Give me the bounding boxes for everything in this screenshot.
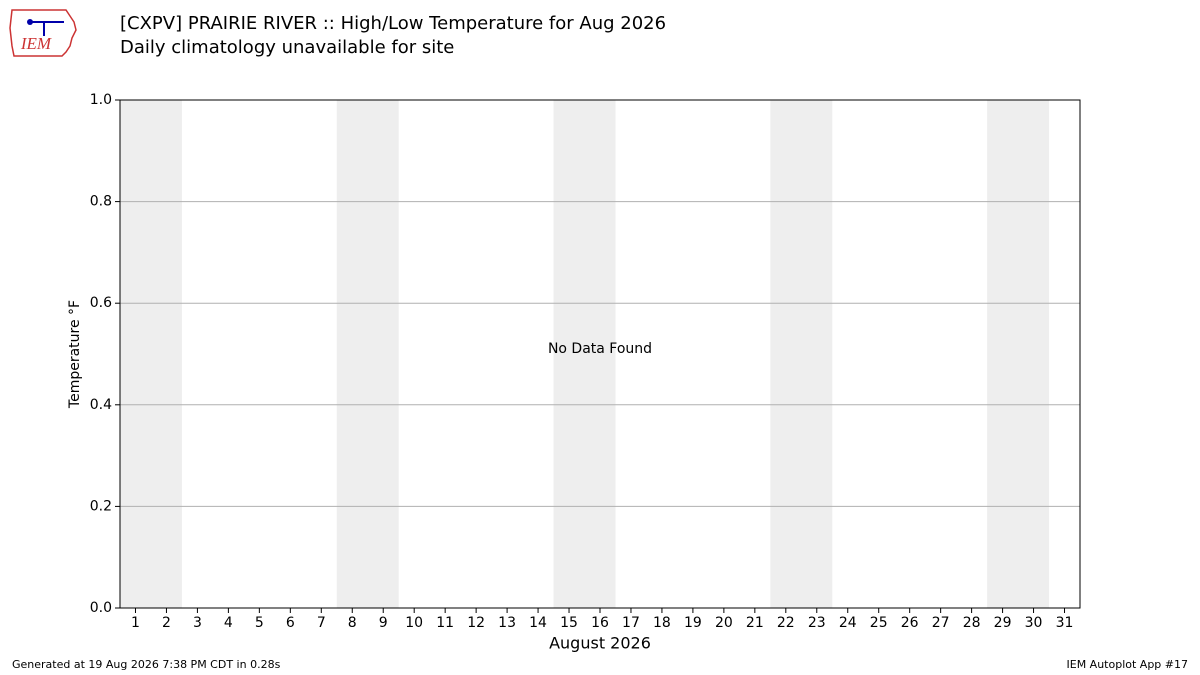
x-tick-label: 24 <box>839 615 857 631</box>
x-tick-label: 2 <box>162 615 171 631</box>
y-tick-label: 0.2 <box>90 498 112 514</box>
plot-frame <box>119 99 1081 609</box>
x-tick-label: 14 <box>529 615 547 631</box>
x-tick-label: 8 <box>348 615 357 631</box>
weekend-shade <box>336 100 399 608</box>
x-tick-label: 13 <box>498 615 516 631</box>
x-tick-label: 5 <box>255 615 264 631</box>
x-tick-label: 19 <box>684 615 702 631</box>
y-tick-label: 0.6 <box>90 295 112 311</box>
weekend-shade <box>553 100 616 608</box>
x-tick-label: 30 <box>1025 615 1043 631</box>
x-tick-label: 22 <box>777 615 795 631</box>
weekend-shade <box>770 100 833 608</box>
x-tick-label: 25 <box>870 615 888 631</box>
x-tick-label: 23 <box>808 615 826 631</box>
annotation: No Data Found <box>548 341 652 357</box>
x-tick-label: 17 <box>622 615 640 631</box>
x-tick-label: 3 <box>193 615 202 631</box>
footer-right: IEM Autoplot App #17 <box>1067 658 1189 671</box>
x-tick-label: 7 <box>317 615 326 631</box>
x-tick-label: 12 <box>467 615 485 631</box>
y-tick-label: 0.0 <box>90 600 112 616</box>
chart-title: [CXPV] PRAIRIE RIVER :: High/Low Tempera… <box>120 13 666 34</box>
chart-subtitle: Daily climatology unavailable for site <box>120 37 454 58</box>
weekend-shade <box>987 100 1050 608</box>
y-tick-label: 0.4 <box>90 397 112 413</box>
x-tick-label: 18 <box>653 615 671 631</box>
logo: IEM <box>9 9 77 57</box>
logo-text: IEM <box>20 34 52 53</box>
x-tick-label: 10 <box>405 615 423 631</box>
x-tick-label: 9 <box>379 615 388 631</box>
x-axis-label: August 2026 <box>549 634 651 653</box>
x-tick-label: 31 <box>1056 615 1074 631</box>
x-tick-label: 16 <box>591 615 609 631</box>
y-tick-label: 0.8 <box>90 194 112 210</box>
x-tick-label: 1 <box>131 615 140 631</box>
x-tick-label: 20 <box>715 615 733 631</box>
x-tick-label: 15 <box>560 615 578 631</box>
x-tick-label: 29 <box>994 615 1012 631</box>
x-tick-label: 21 <box>746 615 764 631</box>
y-tick-label: 1.0 <box>90 92 112 108</box>
footer-left: Generated at 19 Aug 2026 7:38 PM CDT in … <box>12 658 281 671</box>
x-tick-label: 28 <box>963 615 981 631</box>
x-tick-label: 4 <box>224 615 233 631</box>
weekend-shade <box>120 100 182 608</box>
x-tick-label: 6 <box>286 615 295 631</box>
x-tick-label: 11 <box>436 615 454 631</box>
y-axis-label: Temperature °F <box>67 300 83 409</box>
x-tick-label: 26 <box>901 615 919 631</box>
x-tick-label: 27 <box>932 615 950 631</box>
